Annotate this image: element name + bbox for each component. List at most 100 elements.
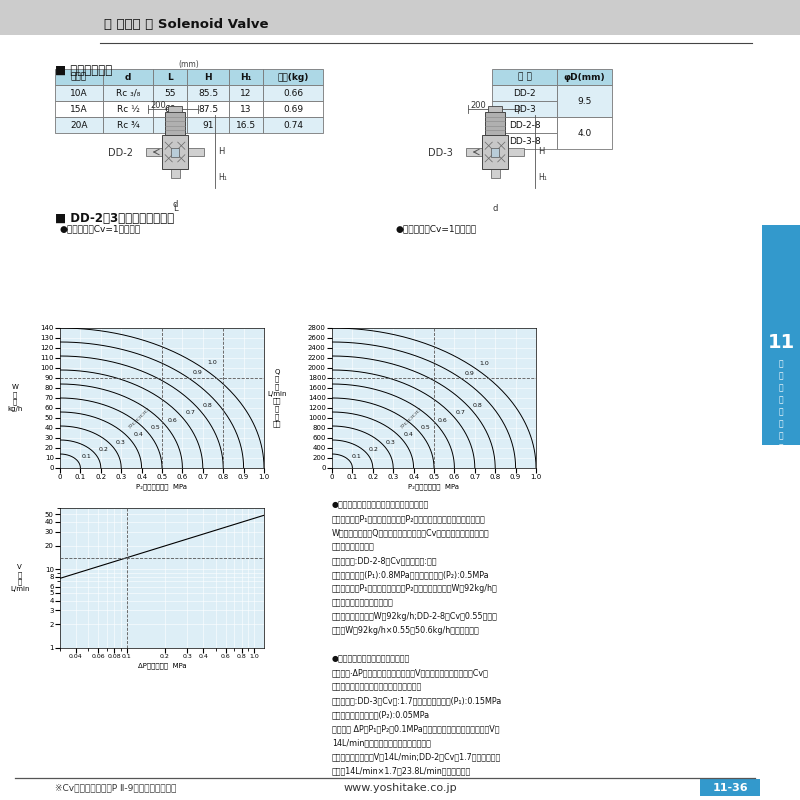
Text: ●流量の求め方（流体：水の場合）: ●流量の求め方（流体：水の場合） — [332, 654, 410, 663]
Text: 圧力損失⋅ΔPを算出し，線図より流量Vを求め，次に，各型式のCv値: 圧力損失⋅ΔPを算出し，線図より流量Vを求め，次に，各型式のCv値 — [332, 668, 489, 677]
Text: 87.5: 87.5 — [198, 105, 218, 114]
Bar — [103, 117, 153, 133]
Text: DD-2-8: DD-2-8 — [509, 121, 540, 130]
Bar — [263, 85, 323, 101]
Bar — [263, 101, 323, 117]
Bar — [492, 117, 557, 133]
Y-axis label: V
流
量
L/min: V 流 量 L/min — [10, 564, 30, 592]
X-axis label: P₂：二次側圧力  MPa: P₂：二次側圧力 MPa — [137, 483, 187, 490]
Text: 作: 作 — [778, 491, 783, 501]
Text: 0.5: 0.5 — [150, 425, 161, 430]
Bar — [482, 135, 507, 169]
Text: H₁: H₁ — [240, 73, 252, 82]
Text: 操: 操 — [778, 479, 783, 489]
Text: H₁: H₁ — [538, 174, 546, 182]
Bar — [557, 85, 612, 117]
Text: DD-2: DD-2 — [108, 148, 133, 158]
Text: 0.7: 0.7 — [455, 410, 466, 415]
Bar — [146, 149, 162, 155]
Text: 91: 91 — [202, 121, 214, 130]
Text: 弁: 弁 — [778, 383, 783, 393]
Text: 1.0: 1.0 — [479, 361, 489, 366]
Bar — [700, 779, 760, 796]
Text: Rc ¾: Rc ¾ — [117, 121, 139, 130]
Text: 弁: 弁 — [778, 431, 783, 441]
Text: 次に線図より求めたW＝92kg/h;DD-2-8のCv値0.55を乗じ: 次に線図より求めたW＝92kg/h;DD-2-8のCv値0.55を乗じ — [332, 612, 498, 621]
Bar — [466, 149, 482, 155]
Bar — [187, 69, 229, 85]
Bar — [153, 69, 187, 85]
Text: 11-36: 11-36 — [712, 783, 748, 793]
Bar — [263, 69, 323, 85]
Text: 動: 動 — [778, 419, 783, 429]
Bar — [103, 101, 153, 117]
Text: d: d — [492, 204, 498, 213]
Text: d: d — [172, 200, 178, 209]
Text: 0.74: 0.74 — [283, 121, 303, 130]
Text: Rc ½: Rc ½ — [117, 105, 139, 114]
Text: 0.3: 0.3 — [116, 440, 126, 445]
Bar — [103, 69, 153, 85]
Text: 0.4: 0.4 — [134, 432, 143, 438]
Text: 電: 電 — [778, 359, 783, 369]
Bar — [229, 85, 263, 101]
Text: 一次側圧力（P₁），二次側圧力（P₂）の交点より流量（蒸気の場合：: 一次側圧力（P₁），二次側圧力（P₂）の交点より流量（蒸気の場合： — [332, 514, 486, 523]
Bar — [0, 0, 800, 35]
Text: ・一次側圧力(P₁):0.8MPa　・二次側圧力(P₂):0.5MPa: ・一次側圧力(P₁):0.8MPa ・二次側圧力(P₂):0.5MPa — [332, 570, 490, 579]
Text: 10A: 10A — [70, 89, 88, 98]
Bar — [170, 167, 179, 178]
Text: ・二次側圧力(P₂):0.05MPa: ・二次側圧力(P₂):0.05MPa — [332, 710, 430, 719]
Text: 0.5: 0.5 — [421, 425, 430, 430]
Text: ※Cv値及び計算式はP Ⅱ-9を参照ください。: ※Cv値及び計算式はP Ⅱ-9を参照ください。 — [55, 783, 176, 793]
Bar — [492, 85, 557, 101]
Text: 13: 13 — [240, 105, 252, 114]
Text: 0.8: 0.8 — [203, 403, 213, 408]
Text: 空: 空 — [778, 455, 783, 465]
Text: に乗じてください。: に乗じてください。 — [332, 542, 374, 551]
Bar — [485, 112, 505, 135]
Text: W，空気の場合：Q）を求め次に各型式のCv値を線図より求めた流量: W，空気の場合：Q）を求め次に各型式のCv値を線図より求めた流量 — [332, 528, 490, 537]
Bar — [55, 69, 103, 85]
Text: 0.2: 0.2 — [98, 447, 109, 452]
Text: 気: 気 — [778, 467, 783, 477]
Text: DD-3: DD-3 — [513, 105, 536, 114]
Y-axis label: Q
流
量
L/min
（標
準
状
態）: Q 流 量 L/min （標 準 状 態） — [267, 369, 287, 427]
Text: ・: ・ — [778, 443, 783, 453]
Text: 12: 12 — [240, 89, 252, 98]
Text: DD-3: DD-3 — [428, 148, 453, 158]
Bar — [557, 117, 612, 149]
Text: 200: 200 — [150, 101, 166, 110]
Bar — [557, 69, 612, 85]
Text: 1.0: 1.0 — [207, 360, 217, 365]
Text: 15A: 15A — [70, 105, 88, 114]
Bar — [187, 101, 229, 117]
Text: 0.9: 0.9 — [192, 370, 202, 375]
Text: H: H — [218, 147, 224, 157]
Text: ●（空気用：Cv=1の場合）: ●（空気用：Cv=1の場合） — [395, 225, 476, 234]
Text: L: L — [167, 73, 173, 82]
Text: DD-2: DD-2 — [513, 89, 536, 98]
Text: ●（蒸気用：Cv=1の場合）: ●（蒸気用：Cv=1の場合） — [60, 225, 141, 234]
Text: 質量(kg): 質量(kg) — [278, 73, 309, 82]
Text: 200: 200 — [470, 101, 486, 110]
Text: よって14L/min×1.7＝23.8L/minとなります。: よって14L/min×1.7＝23.8L/minとなります。 — [332, 766, 471, 775]
Bar — [187, 117, 229, 133]
Text: H: H — [204, 73, 212, 82]
Text: DD-3-8: DD-3-8 — [509, 137, 540, 146]
Bar — [508, 149, 524, 155]
Bar — [153, 117, 187, 133]
Bar — [491, 147, 498, 157]
Text: L: L — [173, 204, 178, 213]
Text: 0.7: 0.7 — [186, 410, 195, 415]
Bar — [229, 117, 263, 133]
X-axis label: P₂：二次側圧力  MPa: P₂：二次側圧力 MPa — [409, 483, 459, 490]
Bar — [171, 147, 178, 157]
Bar — [492, 101, 557, 117]
Text: ●流量の求め方（流体：蒸気・空気の場合）: ●流量の求め方（流体：蒸気・空気の場合） — [332, 500, 430, 509]
Text: 0.6: 0.6 — [168, 418, 178, 422]
Text: 0.8: 0.8 — [473, 403, 482, 408]
Bar — [55, 101, 103, 117]
Text: 0.66: 0.66 — [283, 89, 303, 98]
Text: 65: 65 — [164, 121, 176, 130]
Bar — [55, 85, 103, 101]
